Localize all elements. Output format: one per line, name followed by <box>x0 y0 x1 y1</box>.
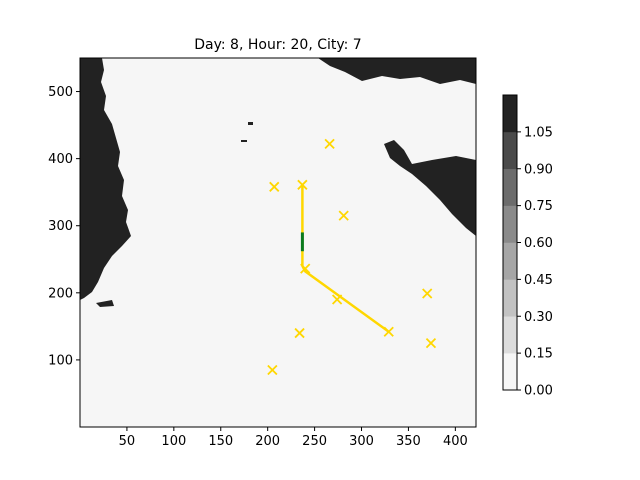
x-tick-label: 200 <box>255 434 280 449</box>
y-tick-label: 300 <box>48 219 73 234</box>
city-marker <box>425 337 437 349</box>
city-marker <box>294 327 305 339</box>
x-tick-label: 400 <box>443 434 468 449</box>
colorbar-band <box>503 168 517 206</box>
city-marker <box>331 294 343 305</box>
colorbar-band <box>503 242 517 280</box>
x-tick-label: 150 <box>208 434 233 449</box>
city-marker <box>383 326 394 337</box>
chart-title: Day: 8, Hour: 20, City: 7 <box>194 37 361 53</box>
city-markers <box>267 138 437 376</box>
city-marker <box>300 263 311 274</box>
land-west-islet <box>96 300 114 307</box>
city-marker <box>338 210 349 221</box>
y-axis: 100 200 300 400 500 <box>48 85 80 368</box>
city-marker <box>422 288 433 299</box>
colorbar-tick-label: 0.90 <box>524 162 553 177</box>
land-northeast <box>318 58 476 84</box>
x-tick-label: 250 <box>302 434 327 449</box>
y-tick-label: 500 <box>48 85 73 100</box>
colorbar-band <box>503 205 517 243</box>
colorbar: 0.00 0.15 0.30 0.45 0.60 0.75 0.90 1.05 <box>502 94 553 399</box>
colorbar-tick-label: 1.05 <box>524 125 553 140</box>
city-marker <box>267 364 278 376</box>
city-marker <box>324 138 335 150</box>
plot-area <box>79 57 477 428</box>
colorbar-tick-label: 0.30 <box>524 310 553 325</box>
land-masses <box>80 58 476 307</box>
x-tick-label: 100 <box>161 434 186 449</box>
x-tick-label: 350 <box>396 434 421 449</box>
land-islet-b <box>248 122 253 125</box>
colorbar-band <box>503 279 517 317</box>
colorbar-band <box>503 95 517 133</box>
colorbar-tick-label: 0.00 <box>524 384 553 399</box>
city-marker <box>269 181 280 192</box>
city-marker <box>297 179 308 190</box>
land-east <box>384 140 476 236</box>
x-tick-label: 300 <box>349 434 374 449</box>
land-islet-a <box>241 140 247 142</box>
colorbar-band <box>503 316 517 354</box>
y-tick-label: 200 <box>48 286 73 301</box>
plot-frame <box>79 57 477 428</box>
x-tick-label: 50 <box>119 434 136 449</box>
colorbar-tick-label: 0.15 <box>524 347 553 362</box>
colorbar-tick-label: 0.75 <box>524 199 553 214</box>
x-axis: 50 100 150 200 250 300 350 400 <box>119 427 468 449</box>
colorbar-tick-label: 0.45 <box>524 273 553 288</box>
colorbar-band <box>503 353 517 391</box>
colorbar-band <box>503 131 517 170</box>
y-tick-label: 100 <box>48 353 73 368</box>
land-west <box>80 58 131 300</box>
y-tick-label: 400 <box>48 152 73 167</box>
colorbar-tick-label: 0.60 <box>524 236 553 251</box>
sea-background <box>80 58 476 427</box>
